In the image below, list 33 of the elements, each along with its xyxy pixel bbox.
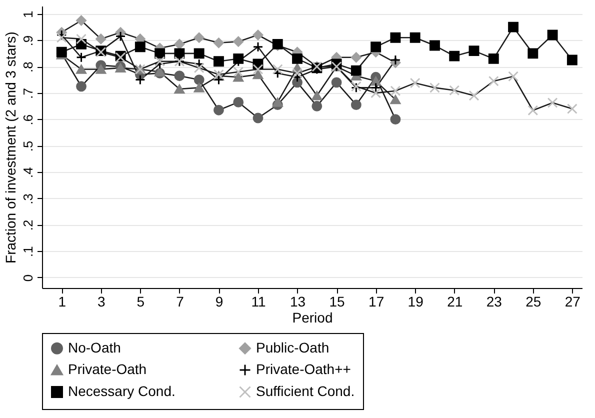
x-tick-label: 25 <box>526 294 542 310</box>
x-tick-label: 23 <box>486 294 502 310</box>
legend-label: Public-Oath <box>256 339 330 356</box>
y-tick-label: 1 <box>20 10 36 18</box>
x-tick-label: 5 <box>136 294 145 310</box>
x-tick-label: 13 <box>290 294 306 310</box>
x-tick-label: 19 <box>408 294 424 310</box>
y-tick-label: .8 <box>20 62 36 73</box>
legend-label: Necessary Cond. <box>68 383 176 399</box>
legend-label: Private-Oath++ <box>256 361 351 377</box>
y-tick-label: .3 <box>20 193 36 204</box>
x-axis-title: Period <box>292 310 333 326</box>
y-tick-label: .4 <box>20 167 36 178</box>
y-tick-label: .6 <box>20 114 36 126</box>
legend-label: Private-Oath <box>68 361 147 377</box>
y-tick-label: .9 <box>20 35 36 46</box>
y-axis-title: Fraction of investment (2 and 3 stars) <box>2 32 18 264</box>
legend-label: No-Oath <box>68 339 121 356</box>
x-tick-label: 21 <box>447 294 463 310</box>
y-tick-label: .1 <box>20 246 36 258</box>
x-tick-label: 15 <box>329 294 346 310</box>
y-tick-label: .2 <box>20 220 36 231</box>
x-tick-label: 11 <box>251 294 266 310</box>
y-tick-label: .5 <box>20 140 36 152</box>
y-tick-label: .7 <box>20 88 36 99</box>
x-tick-label: 3 <box>98 294 106 310</box>
y-tick-label: 0 <box>20 274 36 282</box>
x-tick-label: 17 <box>368 294 384 310</box>
x-tick-label: 9 <box>215 294 224 310</box>
legend-label: Sufficient Cond. <box>256 383 355 399</box>
x-tick-label: 27 <box>564 294 581 310</box>
x-tick-label: 7 <box>176 294 184 310</box>
x-tick-label: 1 <box>58 294 66 310</box>
